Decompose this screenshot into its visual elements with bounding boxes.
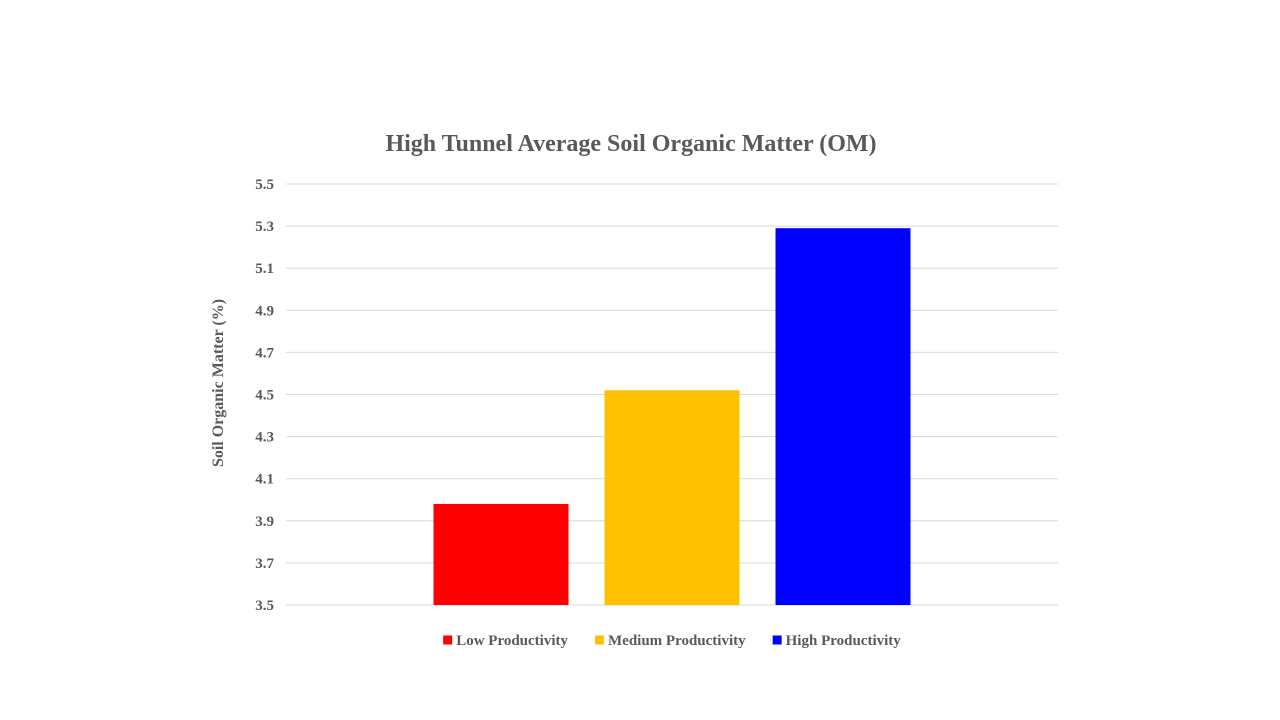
y-tick-label: 3.9: [255, 514, 274, 530]
y-axis-ticks: 3.5 3.7 3.9 4.1 4.3 4.5 4.7 4.9 5.1 5.3 5.5: [255, 177, 274, 614]
legend-swatch: [443, 635, 453, 645]
y-tick-label: 5.5: [255, 177, 274, 193]
legend-label: High Productivity: [786, 633, 902, 649]
y-tick-label: 3.7: [255, 556, 274, 572]
y-tick-label: 4.9: [255, 303, 274, 319]
y-tick-label: 4.5: [255, 388, 274, 404]
y-tick-label: 3.5: [255, 598, 274, 614]
legend-swatch: [595, 635, 605, 645]
bar-low-productivity: [433, 503, 569, 605]
y-tick-label: 5.1: [255, 261, 274, 277]
legend-label: Medium Productivity: [608, 633, 746, 649]
bar-high-productivity: [775, 228, 911, 605]
legend: Low Productivity Medium Productivity High …: [443, 633, 901, 649]
legend-label: Low Productivity: [456, 633, 568, 649]
y-tick-label: 4.3: [255, 430, 274, 446]
bars: [433, 228, 911, 605]
legend-swatch: [772, 635, 782, 645]
bar-medium-productivity: [604, 390, 740, 605]
chart-title: High Tunnel Average Soil Organic Matter …: [385, 131, 876, 157]
y-tick-label: 5.3: [255, 219, 274, 235]
y-tick-label: 4.1: [255, 472, 274, 488]
y-axis-title: Soil Organic Matter (%): [210, 299, 227, 467]
y-tick-label: 4.7: [255, 345, 274, 361]
